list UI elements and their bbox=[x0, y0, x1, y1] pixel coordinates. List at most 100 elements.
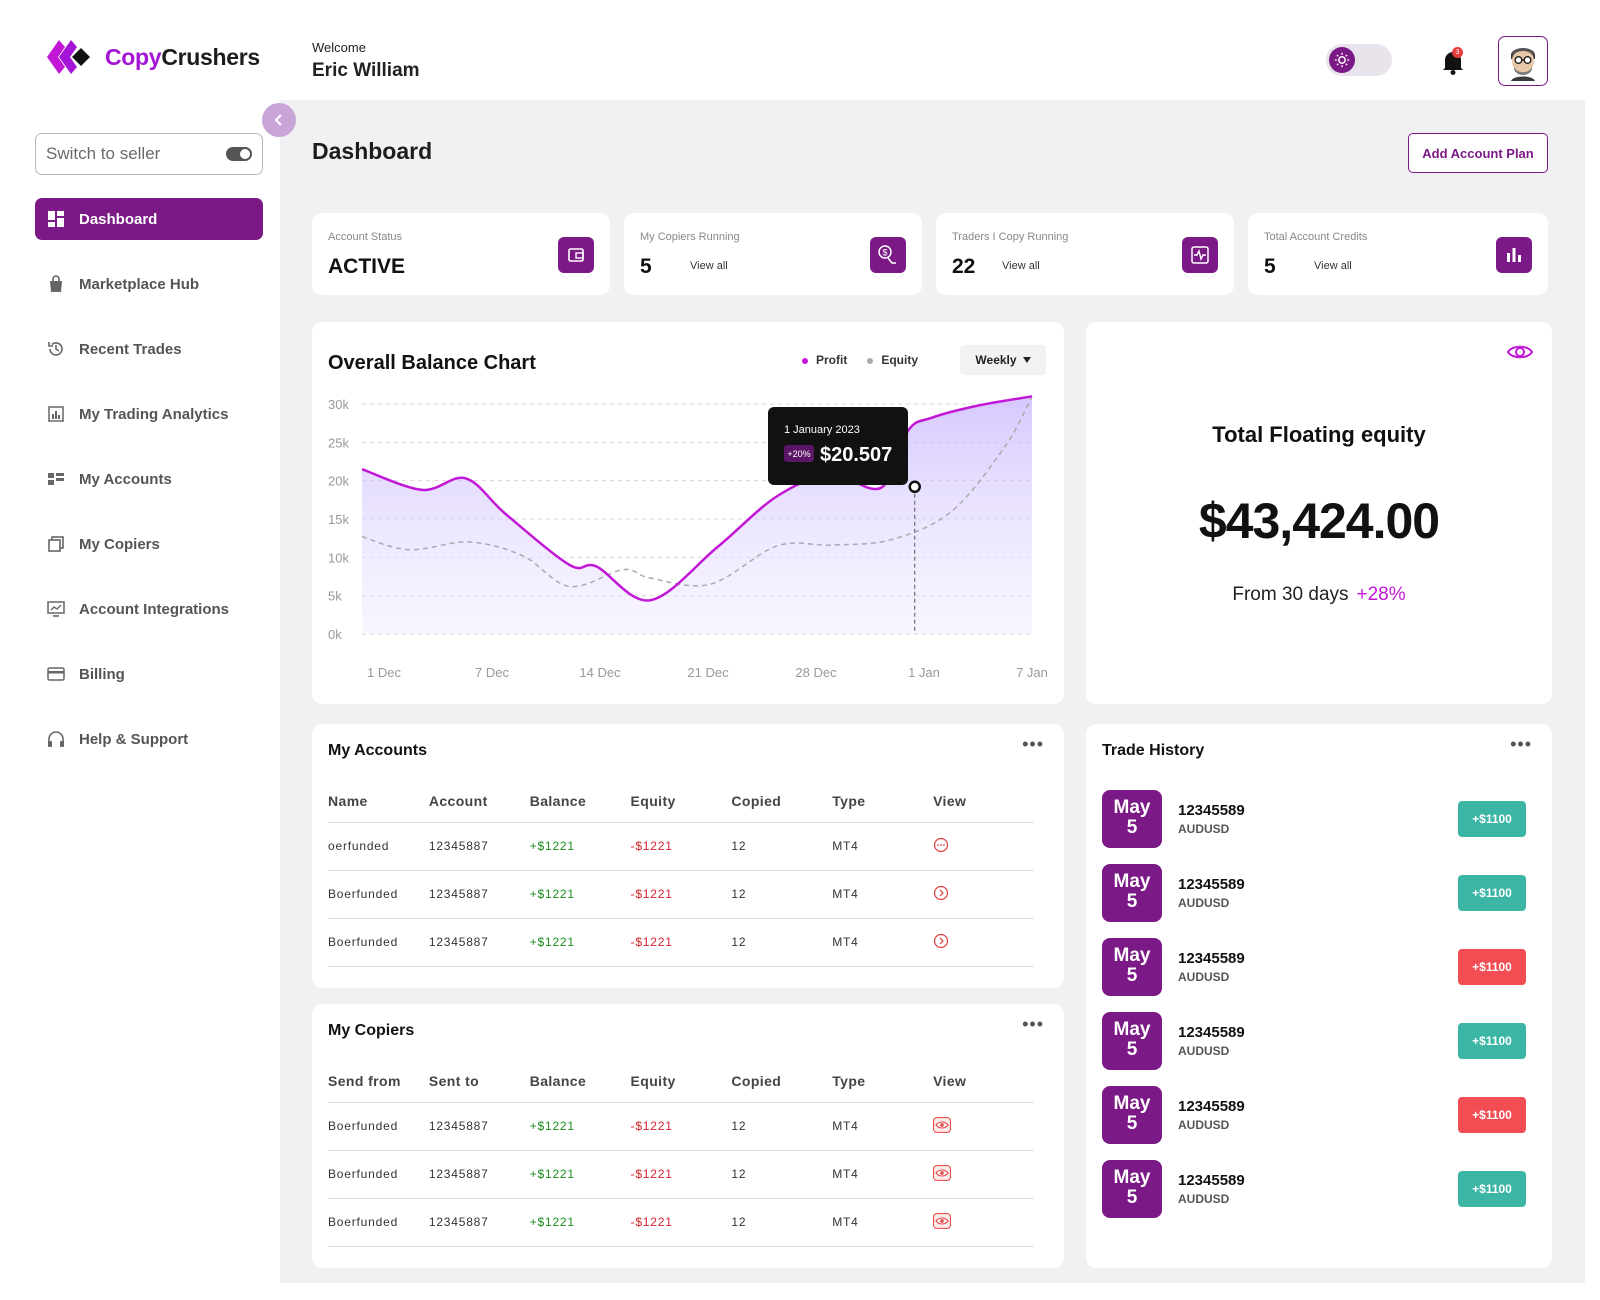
sidebar-item-my-trading-analytics[interactable]: My Trading Analytics bbox=[35, 393, 263, 435]
legend-item-profit: Profit bbox=[802, 353, 847, 367]
cell-sent-to: 12345887 bbox=[428, 1198, 530, 1247]
date-month: May bbox=[1113, 1093, 1151, 1114]
list-item[interactable]: May 5 12345589 AUDUSD +$1100 bbox=[1102, 864, 1526, 938]
list-item[interactable]: May 5 12345589 AUDUSD +$1100 bbox=[1102, 1160, 1526, 1234]
cell-equity: -$1221 bbox=[630, 1150, 732, 1199]
list-item[interactable]: May 5 12345589 AUDUSD +$1100 bbox=[1102, 1086, 1526, 1160]
date-badge: May 5 bbox=[1102, 864, 1162, 922]
from-label: From 30 days bbox=[1232, 584, 1349, 605]
more-options-icon[interactable]: ••• bbox=[1022, 1014, 1044, 1034]
list-item[interactable]: May 5 12345589 AUDUSD +$1100 bbox=[1102, 790, 1526, 864]
cell-send-from: Boerfunded bbox=[328, 1198, 429, 1247]
eye-icon[interactable] bbox=[933, 1212, 951, 1229]
avatar[interactable] bbox=[1498, 36, 1548, 86]
view-all-link[interactable]: View all bbox=[1314, 260, 1352, 272]
tooltip-date: 1 January 2023 bbox=[784, 424, 860, 436]
collapse-sidebar-button[interactable] bbox=[262, 103, 296, 137]
x-tick-label: 7 Dec bbox=[475, 665, 509, 680]
column-header: Sent to bbox=[428, 1062, 530, 1103]
switch-to-seller-toggle[interactable]: Switch to seller bbox=[35, 133, 263, 175]
arrow-circle-icon[interactable] bbox=[933, 933, 949, 949]
x-tick-label: 1 Dec bbox=[367, 665, 401, 680]
x-tick-label: 7 Jan bbox=[1016, 665, 1048, 680]
monitor-icon bbox=[47, 601, 65, 617]
tooltip-box bbox=[768, 407, 908, 485]
sidebar-item-my-copiers[interactable]: My Copiers bbox=[35, 523, 263, 565]
sidebar-item-account-integrations[interactable]: Account Integrations bbox=[35, 588, 263, 630]
table-row[interactable]: oerfunded 12345887 +$1221 -$1221 12 MT4 bbox=[328, 822, 1034, 871]
activity-icon bbox=[1182, 237, 1218, 273]
y-tick-label: 25k bbox=[328, 435, 349, 450]
y-tick-label: 5k bbox=[328, 589, 342, 604]
logo-text-part2: Crushers bbox=[161, 43, 260, 70]
sidebar-item-label: My Accounts bbox=[79, 470, 172, 488]
bar-chart-icon bbox=[1496, 237, 1532, 273]
more-circle-icon[interactable] bbox=[933, 837, 949, 853]
amount-badge: +$1100 bbox=[1458, 949, 1526, 985]
eye-icon[interactable] bbox=[933, 1164, 951, 1181]
column-header: Copied bbox=[731, 1062, 833, 1103]
trade-pair: AUDUSD bbox=[1178, 896, 1230, 910]
cell-copied: 12 bbox=[731, 918, 833, 967]
date-day: 5 bbox=[1126, 1113, 1138, 1134]
sidebar-item-dashboard[interactable]: Dashboard bbox=[35, 198, 263, 240]
view-all-link[interactable]: View all bbox=[690, 260, 728, 272]
more-options-icon[interactable]: ••• bbox=[1022, 734, 1044, 754]
cell-copied: 12 bbox=[731, 870, 833, 919]
bag-icon bbox=[50, 275, 62, 292]
cell-copied: 12 bbox=[731, 1150, 833, 1199]
y-tick-label: 20k bbox=[328, 474, 349, 489]
cell-equity: -$1221 bbox=[630, 918, 732, 967]
arrow-circle-icon[interactable] bbox=[933, 885, 949, 901]
sidebar-nav: Dashboard Marketplace Hub Recent Trades … bbox=[35, 198, 263, 783]
table-row[interactable]: Boerfunded 12345887 +$1221 -$1221 12 MT4 bbox=[328, 870, 1034, 919]
date-month: May bbox=[1113, 871, 1151, 892]
stat-value: ACTIVE bbox=[328, 255, 406, 278]
eye-icon[interactable] bbox=[933, 1116, 951, 1133]
toggle-switch[interactable] bbox=[226, 147, 252, 161]
period-dropdown[interactable]: Weekly bbox=[960, 345, 1046, 375]
sidebar-item-my-accounts[interactable]: My Accounts bbox=[35, 458, 263, 500]
welcome-label: Welcome bbox=[312, 40, 366, 55]
cell-view bbox=[933, 1102, 1034, 1151]
list-item[interactable]: May 5 12345589 AUDUSD +$1100 bbox=[1102, 1012, 1526, 1086]
table-row[interactable]: Boerfunded 12345887 +$1221 -$1221 12 MT4 bbox=[328, 1198, 1034, 1247]
cell-copied: 12 bbox=[731, 1102, 833, 1151]
cell-sent-to: 12345887 bbox=[428, 1102, 530, 1151]
sidebar-item-billing[interactable]: Billing bbox=[35, 653, 263, 695]
logo[interactable]: CopyCrushers bbox=[45, 38, 260, 76]
sidebar-item-help-support[interactable]: Help & Support bbox=[35, 718, 263, 760]
date-badge: May 5 bbox=[1102, 790, 1162, 848]
sidebar-item-recent-trades[interactable]: Recent Trades bbox=[35, 328, 263, 370]
x-tick-label: 21 Dec bbox=[687, 665, 729, 680]
stat-card-account-status: Account Status ACTIVE bbox=[312, 213, 610, 295]
stat-value: 5 bbox=[1264, 255, 1276, 278]
card-icon bbox=[47, 667, 65, 681]
accounts-icon bbox=[48, 473, 64, 485]
avatar-icon bbox=[1511, 48, 1535, 81]
date-day: 5 bbox=[1126, 817, 1138, 838]
theme-toggle[interactable] bbox=[1326, 44, 1392, 76]
wallet-icon bbox=[558, 237, 594, 273]
column-header: Balance bbox=[529, 782, 631, 823]
add-account-plan-button[interactable]: Add Account Plan bbox=[1408, 133, 1548, 173]
tooltip-value: $20.507 bbox=[820, 444, 892, 466]
more-options-icon[interactable]: ••• bbox=[1510, 734, 1532, 754]
headset-icon bbox=[48, 731, 64, 747]
table-row[interactable]: Boerfunded 12345887 +$1221 -$1221 12 MT4 bbox=[328, 1150, 1034, 1199]
list-item[interactable]: May 5 12345589 AUDUSD +$1100 bbox=[1102, 938, 1526, 1012]
date-day: 5 bbox=[1126, 1187, 1138, 1208]
x-tick-label: 1 Jan bbox=[908, 665, 940, 680]
amount-badge: +$1100 bbox=[1458, 1023, 1526, 1059]
view-all-link[interactable]: View all bbox=[1002, 260, 1040, 272]
table-row[interactable]: Boerfunded 12345887 +$1221 -$1221 12 MT4 bbox=[328, 1102, 1034, 1151]
stat-card-total-account-credits: Total Account Credits 5 View all bbox=[1248, 213, 1548, 295]
legend-label: Equity bbox=[881, 353, 919, 367]
table-row[interactable]: Boerfunded 12345887 +$1221 -$1221 12 MT4 bbox=[328, 918, 1034, 967]
y-tick-label: 0k bbox=[328, 627, 342, 642]
hover-point bbox=[908, 480, 921, 494]
sidebar-item-marketplace-hub[interactable]: Marketplace Hub bbox=[35, 263, 263, 305]
eye-icon[interactable] bbox=[1506, 342, 1534, 362]
history-icon bbox=[48, 342, 63, 356]
amount-badge: +$1100 bbox=[1458, 801, 1526, 837]
